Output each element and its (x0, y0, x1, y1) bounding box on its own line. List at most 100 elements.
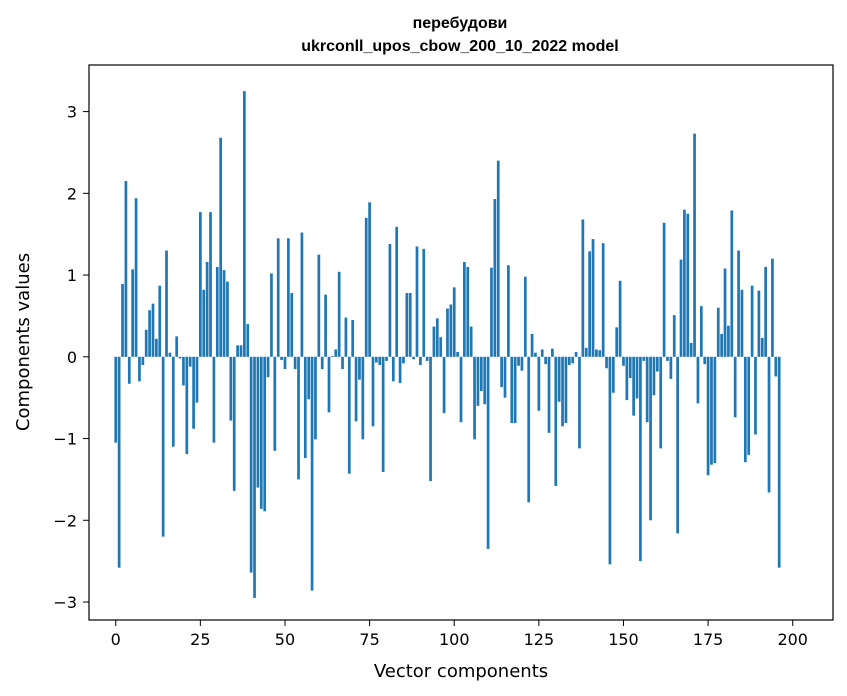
bar-76 (371, 356, 375, 427)
bar-177 (713, 356, 717, 464)
bar-168 (683, 209, 686, 357)
bar-152 (628, 356, 632, 379)
bar-165 (672, 315, 676, 357)
bar-105 (469, 326, 473, 357)
bar-44 (263, 356, 267, 512)
bar-151 (625, 356, 629, 401)
chart-subtitle: ukrconll_upos_cbow_200_10_2022 model (301, 38, 618, 55)
bar-191 (760, 338, 764, 357)
plot-frame (88, 64, 834, 621)
bar-137 (578, 356, 581, 449)
bar-112 (493, 199, 497, 357)
bar-77 (375, 356, 378, 363)
bar-173 (699, 306, 703, 357)
bar-184 (737, 250, 740, 357)
bar-140 (588, 251, 591, 357)
bar-189 (754, 356, 757, 435)
bar-161 (659, 356, 663, 449)
bar-192 (764, 266, 767, 357)
bar-29 (212, 356, 216, 443)
bar-130 (554, 356, 558, 486)
bar-146 (608, 356, 612, 565)
x-tick-label: 25 (190, 630, 210, 649)
bar-180 (723, 268, 727, 357)
bar-144 (601, 243, 605, 357)
bar-106 (473, 356, 476, 440)
bar-132 (561, 356, 564, 427)
bar-107 (476, 356, 480, 406)
bar-26 (202, 289, 206, 357)
bar-33 (226, 281, 229, 357)
bar-13 (158, 285, 162, 357)
bar-145 (605, 356, 608, 369)
x-tick-label: 50 (275, 630, 295, 649)
bar-193 (767, 356, 771, 493)
bar-72 (358, 356, 361, 380)
bar-62 (324, 294, 327, 357)
bar-71 (354, 356, 358, 422)
bar-69 (347, 356, 351, 474)
bar-133 (564, 356, 568, 424)
bar-32 (222, 270, 226, 357)
x-tick-label: 150 (608, 630, 639, 649)
bar-89 (415, 246, 419, 357)
bar-49 (280, 356, 283, 361)
bar-67 (341, 356, 344, 370)
bar-70 (351, 320, 355, 357)
x-tick-label: 0 (111, 630, 121, 649)
bar-2 (121, 284, 124, 357)
bar-57 (307, 356, 311, 400)
bar-series (114, 91, 781, 598)
bar-98 (446, 308, 449, 357)
bar-7 (138, 356, 141, 382)
bar-185 (740, 289, 744, 357)
bar-87 (408, 293, 412, 357)
bar-41 (253, 356, 256, 598)
bar-129 (551, 348, 554, 357)
bar-196 (777, 356, 781, 568)
bar-153 (632, 356, 635, 416)
bar-100 (452, 287, 456, 357)
y-tick-label: −1 (53, 430, 77, 449)
x-axis-ticks: 0 25 50 75 100 125 150 175 200 (111, 620, 808, 649)
y-axis-ticks: −3 −2 −1 0 1 2 3 (53, 103, 89, 612)
bar-90 (419, 356, 422, 365)
bar-114 (500, 356, 503, 388)
bar-149 (618, 280, 622, 357)
bar-94 (432, 326, 436, 357)
bar-138 (581, 219, 585, 357)
bar-117 (510, 356, 514, 424)
bar-158 (649, 356, 652, 521)
bar-188 (750, 285, 754, 357)
bar-52 (290, 293, 294, 357)
bar-190 (757, 290, 761, 357)
bar-38 (243, 91, 246, 357)
bar-8 (141, 356, 145, 365)
bar-55 (300, 232, 304, 357)
bar-92 (425, 356, 429, 361)
bar-122 (527, 356, 531, 503)
bar-85 (402, 356, 405, 364)
bar-115 (503, 356, 507, 398)
bar-93 (429, 356, 432, 482)
bar-163 (666, 356, 669, 361)
bar-20 (182, 356, 185, 386)
bar-35 (232, 356, 236, 491)
bar-73 (361, 356, 365, 440)
bar-160 (655, 356, 659, 372)
bar-80 (385, 356, 388, 361)
bar-128 (547, 356, 551, 433)
bar-25 (199, 212, 202, 357)
bar-11 (151, 303, 155, 357)
x-tick-label: 125 (524, 630, 555, 649)
y-tick-label: 1 (67, 266, 77, 285)
bar-119 (517, 356, 520, 366)
x-tick-label: 100 (439, 630, 470, 649)
bar-91 (422, 248, 426, 357)
bar-155 (639, 356, 642, 562)
bar-66 (337, 271, 341, 357)
bar-183 (733, 356, 737, 418)
x-tick-label: 175 (693, 630, 724, 649)
bar-40 (249, 356, 253, 573)
bar-147 (611, 356, 615, 393)
